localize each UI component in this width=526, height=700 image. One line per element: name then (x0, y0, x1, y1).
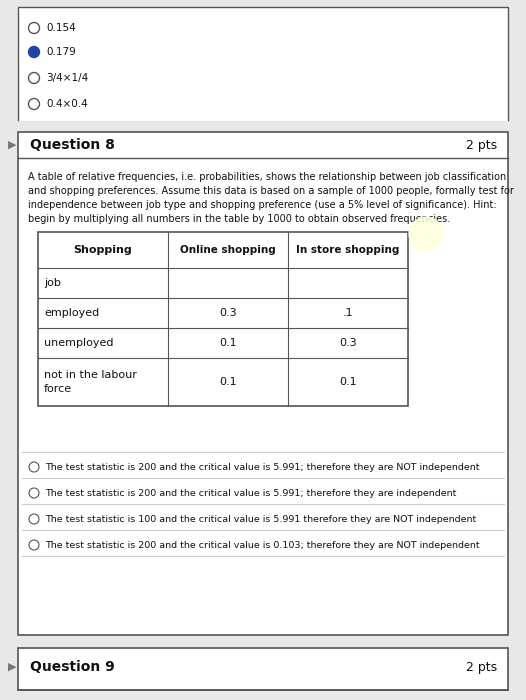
Text: .1: .1 (342, 308, 353, 318)
Text: 0.1: 0.1 (339, 377, 357, 387)
Text: 2 pts: 2 pts (466, 139, 497, 151)
Circle shape (29, 462, 39, 472)
Circle shape (29, 540, 39, 550)
Text: Shopping: Shopping (74, 245, 133, 255)
Text: 0.3: 0.3 (339, 338, 357, 348)
Text: ▶: ▶ (8, 140, 16, 150)
Text: unemployed: unemployed (44, 338, 114, 348)
Text: The test statistic is 200 and the critical value is 5.991; therefore they are NO: The test statistic is 200 and the critic… (45, 463, 480, 472)
Circle shape (28, 99, 39, 109)
Text: job: job (44, 278, 61, 288)
Circle shape (29, 514, 39, 524)
Text: 3/4×1/4: 3/4×1/4 (46, 73, 88, 83)
Text: The test statistic is 200 and the critical value is 0.103; therefore they are NO: The test statistic is 200 and the critic… (45, 540, 480, 550)
Text: Question 9: Question 9 (30, 660, 115, 674)
Circle shape (409, 217, 443, 251)
Text: 0.3: 0.3 (219, 308, 237, 318)
Text: 0.1: 0.1 (219, 377, 237, 387)
Text: 0.4×0.4: 0.4×0.4 (46, 99, 88, 109)
Text: In store shopping: In store shopping (296, 245, 400, 255)
FancyBboxPatch shape (18, 648, 508, 690)
Text: Online shopping: Online shopping (180, 245, 276, 255)
Text: 0.1: 0.1 (219, 338, 237, 348)
Circle shape (28, 46, 39, 57)
Text: begin by multiplying all numbers in the table by 1000 to obtain observed frequen: begin by multiplying all numbers in the … (28, 214, 450, 224)
Circle shape (28, 22, 39, 34)
Text: 0.179: 0.179 (46, 47, 76, 57)
Text: ▶: ▶ (8, 662, 16, 672)
Text: independence between job type and shopping preference (use a 5% level of signifi: independence between job type and shoppi… (28, 200, 497, 210)
Text: employed: employed (44, 308, 99, 318)
Text: 0.154: 0.154 (46, 23, 76, 33)
FancyBboxPatch shape (18, 7, 508, 122)
Circle shape (29, 488, 39, 498)
Text: Question 8: Question 8 (30, 138, 115, 152)
Circle shape (28, 73, 39, 83)
Text: and shopping preferences. Assume this data is based on a sample of 1000 people, : and shopping preferences. Assume this da… (28, 186, 514, 196)
Text: 2 pts: 2 pts (466, 661, 497, 673)
Text: A table of relative frequencies, i.e. probabilities, shows the relationship betw: A table of relative frequencies, i.e. pr… (28, 172, 506, 182)
Text: not in the labour
force: not in the labour force (44, 370, 137, 393)
Text: The test statistic is 200 and the critical value is 5.991; therefore they are in: The test statistic is 200 and the critic… (45, 489, 457, 498)
Text: The test statistic is 100 and the critical value is 5.991 therefore they are NOT: The test statistic is 100 and the critic… (45, 514, 476, 524)
FancyBboxPatch shape (18, 132, 508, 635)
FancyBboxPatch shape (38, 232, 408, 406)
